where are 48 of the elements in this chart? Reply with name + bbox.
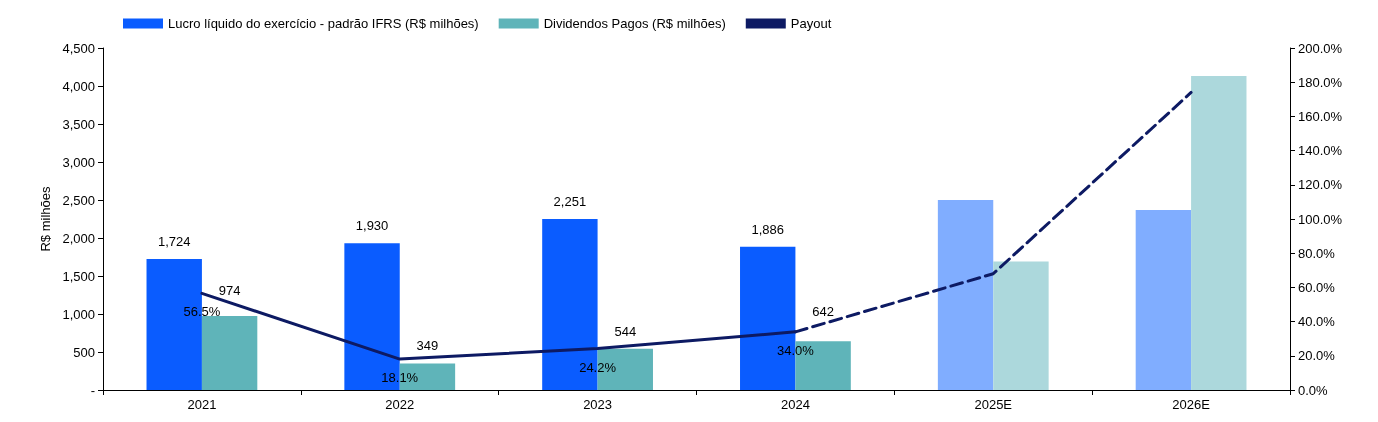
y2-tick-label: 160.0% <box>1298 108 1343 124</box>
legend-label: Payout <box>790 16 832 31</box>
legend-label: Lucro líquido do exercício - padrão IFRS (R$ milhões) <box>168 16 479 31</box>
data-label: 24.2% <box>579 359 617 375</box>
y-tick-label: 2,500 <box>62 192 95 208</box>
y2-tick-label: 0.0% <box>1298 382 1329 398</box>
y2-tick-label: 20.0% <box>1298 348 1336 364</box>
x-tick-label: 2024 <box>780 397 810 412</box>
bar <box>201 315 258 390</box>
y-tick-label: 3,000 <box>62 154 95 170</box>
bar <box>1191 76 1247 390</box>
x-tick-label: 2026E <box>1172 397 1211 412</box>
y-tick-label: 1,000 <box>62 306 95 322</box>
x-tick-label: 2022 <box>385 397 415 412</box>
y-tick-label: 2,000 <box>62 230 95 246</box>
data-label: 349 <box>416 338 439 354</box>
data-label: 34.0% <box>776 342 815 358</box>
data-label: 1,930 <box>355 218 389 234</box>
data-label: 1,724 <box>157 233 191 249</box>
y-tick-label: - <box>90 382 95 398</box>
y2-tick-label: 120.0% <box>1298 177 1343 193</box>
bar <box>993 261 1049 390</box>
data-label: 2,251 <box>553 193 587 209</box>
legend-label: Dividendos Pagos (R$ milhões) <box>543 16 726 31</box>
y2-tick-label: 60.0% <box>1298 279 1336 295</box>
y2-tick-label: 40.0% <box>1298 314 1336 330</box>
data-label: 544 <box>614 323 637 339</box>
data-label: 974 <box>218 282 241 298</box>
y-axis-title: R$ milhões <box>37 185 53 252</box>
y2-tick-label: 140.0% <box>1298 143 1343 159</box>
y-tick-label: 4,000 <box>62 78 95 94</box>
y-tick-label: 4,500 <box>62 40 95 56</box>
y2-tick-label: 200.0% <box>1298 40 1343 56</box>
data-label: 642 <box>812 303 834 319</box>
bar <box>937 200 994 390</box>
data-label: 1,886 <box>751 221 784 237</box>
y2-tick-label: 180.0% <box>1298 74 1343 90</box>
y-tick-label: 1,500 <box>62 268 95 284</box>
x-tick-label: 2025E <box>974 397 1013 412</box>
y2-tick-label: 80.0% <box>1298 245 1336 261</box>
y2-tick-label: 100.0% <box>1298 211 1343 227</box>
bar <box>1135 209 1192 390</box>
data-label: 56.5% <box>183 304 221 320</box>
y-tick-label: 3,500 <box>62 116 95 132</box>
x-tick-label: 2023 <box>583 397 613 412</box>
x-tick-label: 2021 <box>187 397 217 412</box>
y-tick-label: 500 <box>73 344 95 360</box>
data-label: 18.1% <box>381 370 419 386</box>
